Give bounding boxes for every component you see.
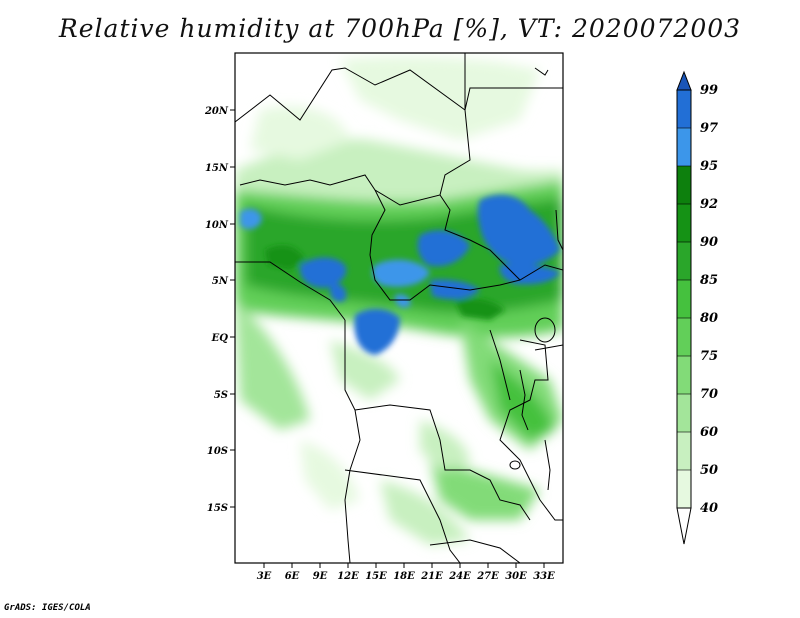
colorbar-segment: [677, 204, 691, 242]
lon-label: 12E: [337, 571, 359, 582]
axis-tick-marks: [230, 109, 545, 568]
colorbar-label: 70: [700, 387, 718, 402]
lon-label: 27E: [476, 571, 499, 582]
colorbar-label: 60: [700, 425, 718, 440]
colorbar-high-triangle: [676, 70, 692, 91]
lon-label: 24E: [448, 571, 471, 582]
lake-mweru: [509, 460, 521, 470]
colorbar-label: 80: [700, 311, 718, 326]
country-borders: [235, 53, 563, 563]
colorbar-segment: [677, 166, 691, 204]
colorbar-label: 50: [700, 463, 718, 478]
lon-label: 21E: [420, 571, 443, 582]
humidity-field: [235, 53, 563, 563]
lat-label: 5N: [212, 276, 229, 287]
colorbar-segment: [677, 242, 691, 280]
colorbar-segment: [677, 318, 691, 356]
colorbar-segment: [677, 90, 691, 128]
colorbar-label: 85: [700, 273, 718, 288]
colorbar-label: 97: [700, 121, 718, 136]
colorbar-label: 99: [700, 83, 718, 98]
colorbar-segment: [677, 470, 691, 508]
lat-label: 5S: [214, 390, 228, 401]
colorbar-label: 92: [700, 197, 718, 212]
colorbar-segment: [677, 432, 691, 470]
colorbar-low-triangle: [676, 507, 692, 545]
colorbar-label: 90: [700, 235, 718, 250]
lake-victoria: [534, 317, 556, 343]
colorbar-label: 75: [700, 349, 718, 364]
lake-tanganyika: [519, 369, 529, 431]
colorbar-segment: [677, 394, 691, 432]
map-frame: [234, 52, 564, 564]
lon-label: 18E: [393, 571, 415, 582]
lon-label: 15E: [365, 571, 387, 582]
colorbar: 40 50 60 70 75 80 85 90 92 95 97 99: [676, 70, 718, 545]
lon-label: 3E: [257, 571, 272, 582]
grads-credit: GrADS: IGES/COLA: [4, 603, 91, 613]
lon-label: 30E: [505, 571, 527, 582]
lake-malawi: [544, 439, 551, 491]
colorbar-label: 40: [700, 501, 718, 516]
lat-label: 15S: [207, 503, 228, 514]
map-title: Relative humidity at 700hPa [%], VT: 202…: [58, 14, 742, 43]
colorbar-segment: [677, 280, 691, 318]
colorbar-label: 95: [700, 159, 718, 174]
colorbar-segment: [677, 356, 691, 394]
latitude-labels: 20N 15N 10N 5N EQ 5S 10S 15S: [204, 106, 229, 514]
lon-label: 9E: [313, 571, 328, 582]
longitude-labels: 3E 6E 9E 12E 15E 18E 21E 24E 27E 30E 33E: [257, 571, 555, 582]
colorbar-segment: [677, 128, 691, 166]
lat-label: EQ: [211, 333, 229, 344]
lon-label: 33E: [533, 571, 555, 582]
lat-label: 10S: [207, 446, 228, 457]
lakes: [509, 317, 556, 491]
lat-label: 20N: [204, 106, 229, 117]
humidity-core-shading: [240, 194, 560, 355]
lat-label: 10N: [205, 220, 229, 231]
lon-label: 6E: [285, 571, 300, 582]
lat-label: 15N: [205, 163, 229, 174]
